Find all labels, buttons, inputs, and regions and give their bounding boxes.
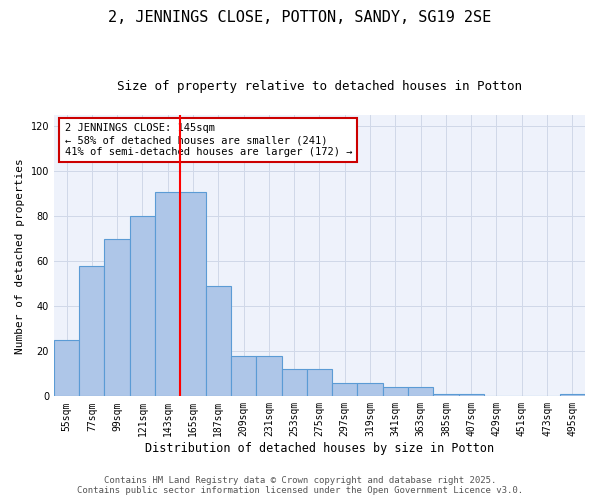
Bar <box>408 388 433 396</box>
Bar <box>256 356 281 397</box>
Bar <box>358 383 383 396</box>
Bar <box>383 388 408 396</box>
Bar <box>458 394 484 396</box>
Bar <box>104 239 130 396</box>
Bar <box>181 192 206 396</box>
Bar <box>281 370 307 396</box>
Title: Size of property relative to detached houses in Potton: Size of property relative to detached ho… <box>117 80 522 93</box>
Text: 2, JENNINGS CLOSE, POTTON, SANDY, SG19 2SE: 2, JENNINGS CLOSE, POTTON, SANDY, SG19 2… <box>109 10 491 25</box>
Y-axis label: Number of detached properties: Number of detached properties <box>15 158 25 354</box>
Bar <box>54 340 79 396</box>
Text: 2 JENNINGS CLOSE: 145sqm
← 58% of detached houses are smaller (241)
41% of semi-: 2 JENNINGS CLOSE: 145sqm ← 58% of detach… <box>65 124 352 156</box>
Bar <box>130 216 155 396</box>
Bar <box>560 394 585 396</box>
Bar <box>206 286 231 397</box>
Bar <box>332 383 358 396</box>
Bar <box>155 192 181 396</box>
Bar <box>79 266 104 396</box>
Text: Contains HM Land Registry data © Crown copyright and database right 2025.
Contai: Contains HM Land Registry data © Crown c… <box>77 476 523 495</box>
Bar <box>307 370 332 396</box>
X-axis label: Distribution of detached houses by size in Potton: Distribution of detached houses by size … <box>145 442 494 455</box>
Bar <box>433 394 458 396</box>
Bar <box>231 356 256 397</box>
